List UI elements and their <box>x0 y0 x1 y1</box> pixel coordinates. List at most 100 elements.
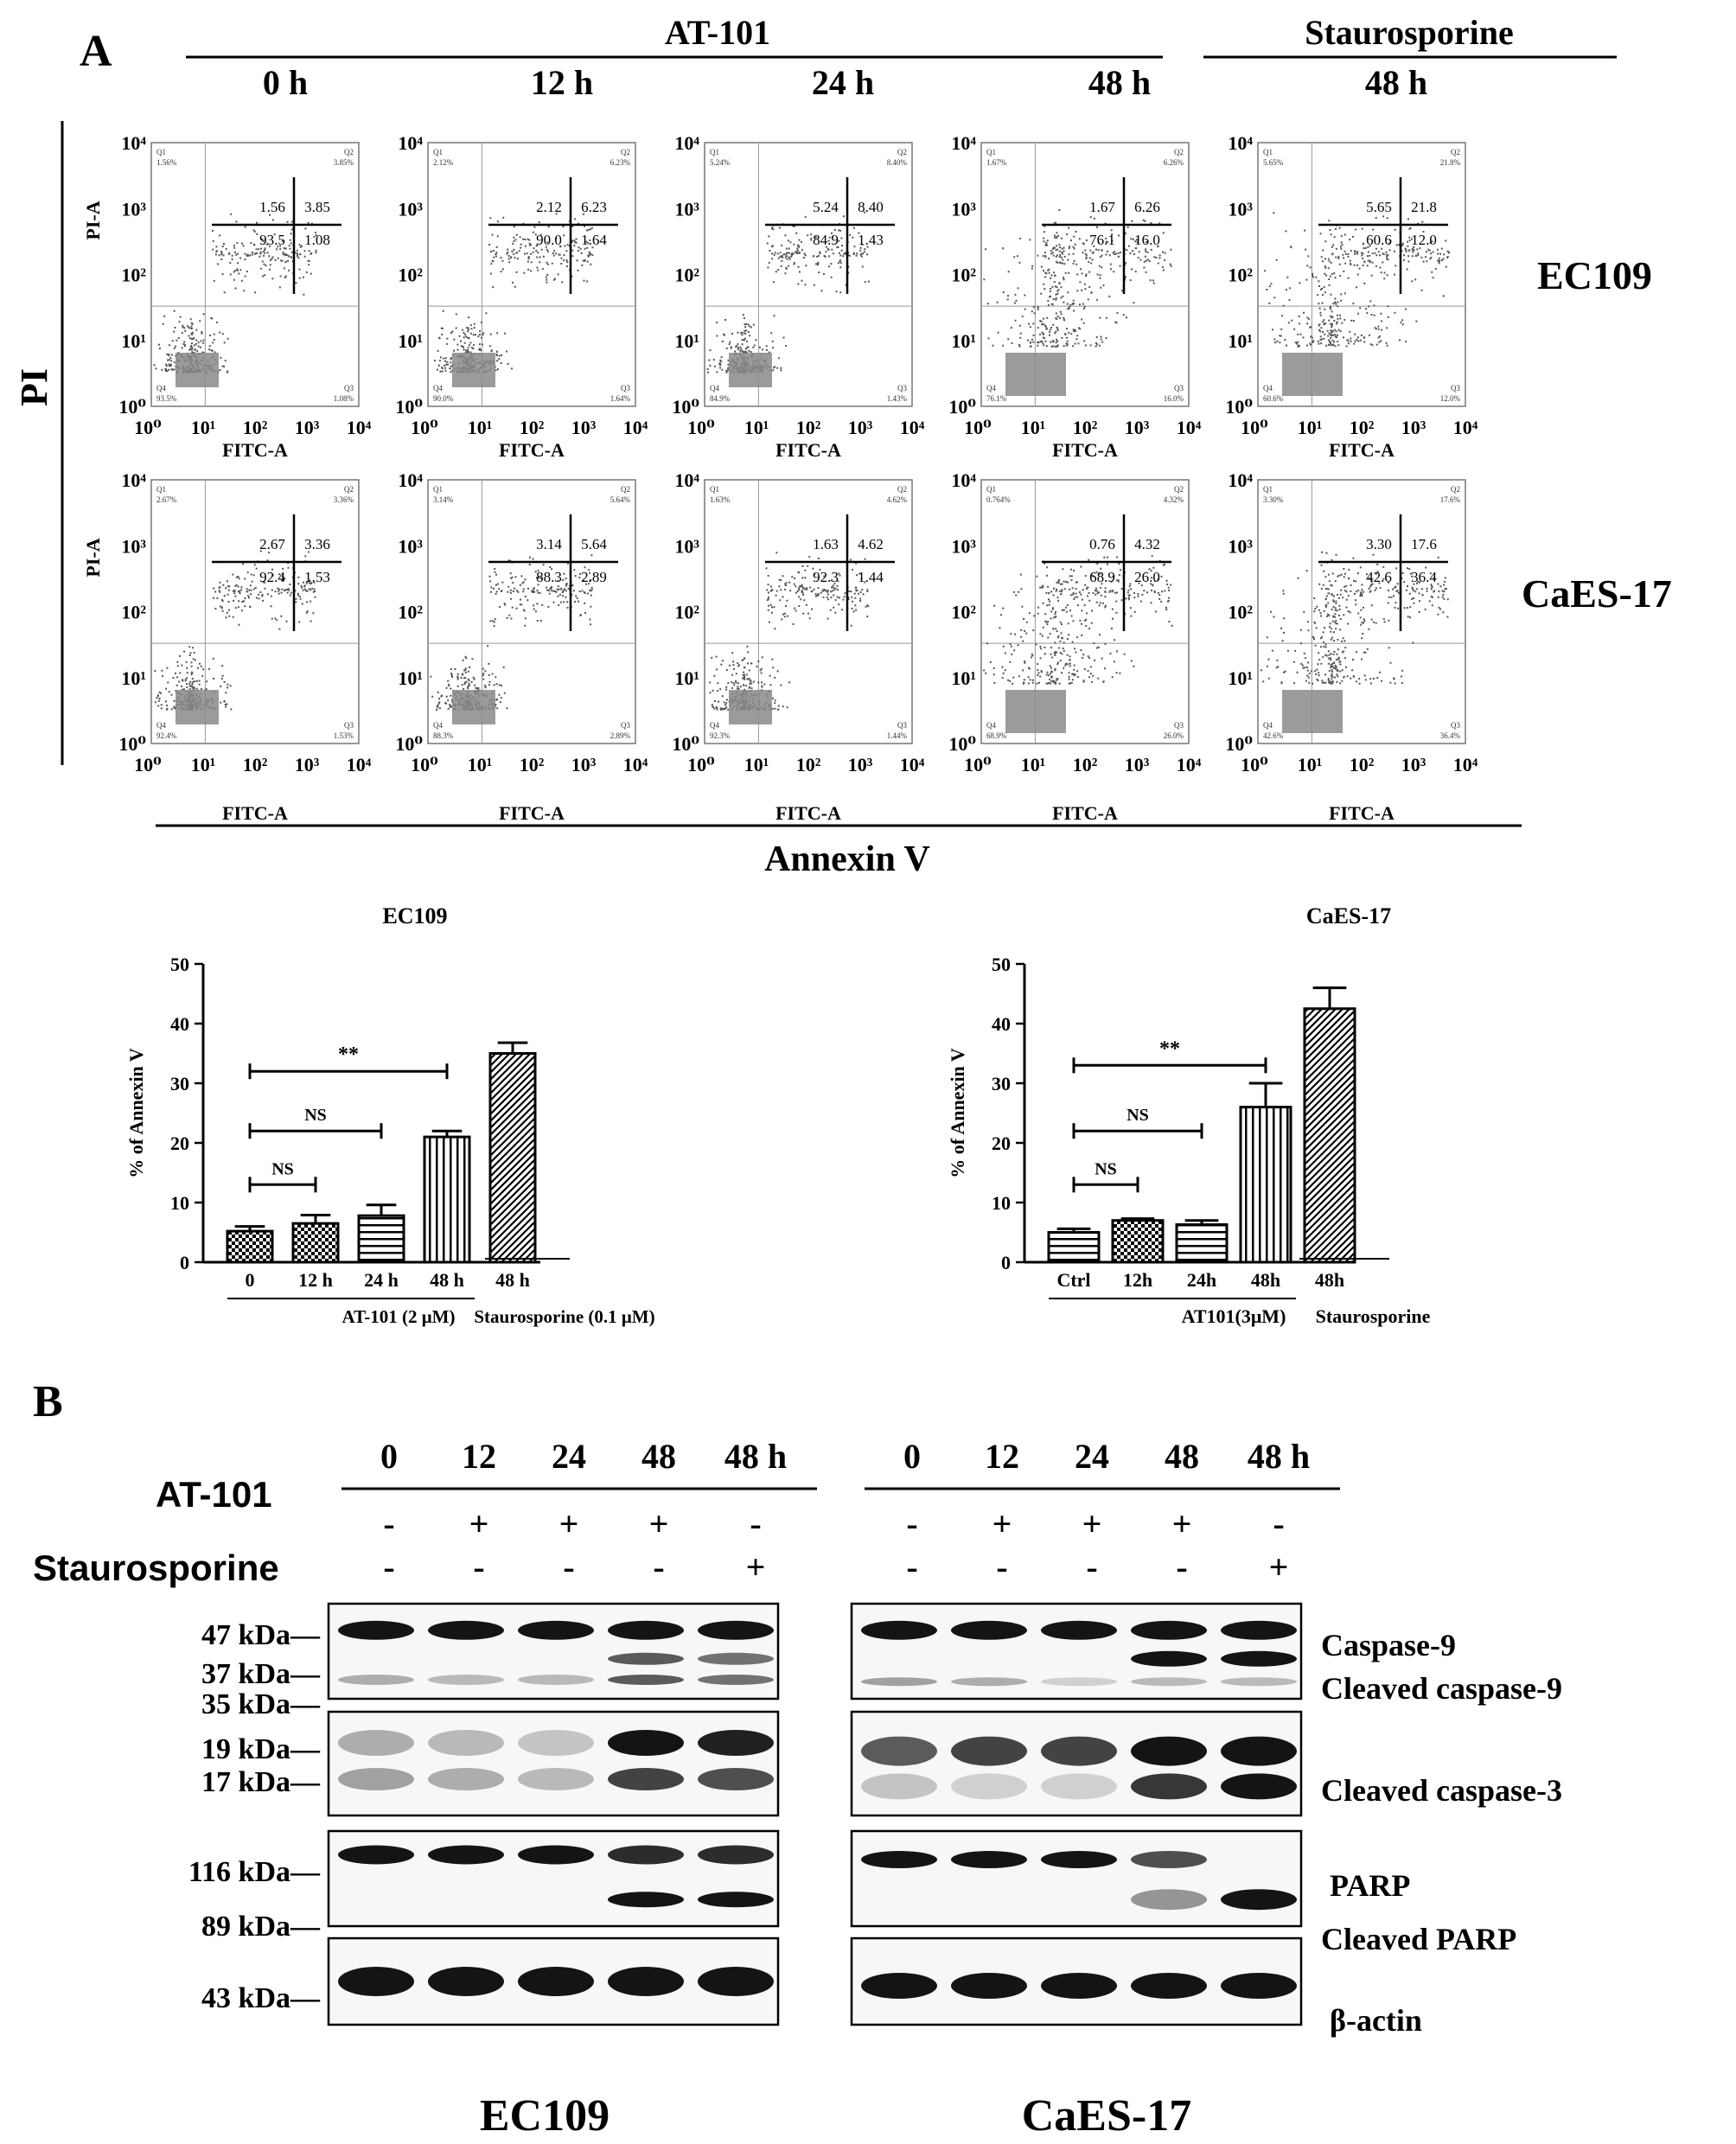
blot-band <box>1041 1736 1117 1766</box>
bar-category-label: Ctrl <box>1056 1269 1090 1291</box>
blot-band <box>338 1967 414 1996</box>
flow-plot: 1.56 3.85 93.5 1.08 Q1 1.56% Q2 3.85% Q4 93.5% Q3 1… <box>82 132 372 461</box>
corner-name-q4: Q4 <box>156 384 166 392</box>
bar <box>1303 1007 1356 1264</box>
protein-label-caspase9: Caspase-9 <box>1321 1628 1457 1662</box>
bar-category-label: 12 h <box>298 1269 333 1291</box>
x-decade-tick: 10⁴ <box>900 417 925 438</box>
flow-plot-frame <box>980 142 1190 407</box>
lane-time-label: 48 <box>641 1437 676 1476</box>
y-decade-tick: 10² <box>1228 602 1253 623</box>
blot-band <box>518 1620 594 1640</box>
corner-name-q4: Q4 <box>710 384 719 392</box>
significance-label: NS <box>1095 1159 1117 1178</box>
y-decade-tick: 10⁴ <box>398 469 423 491</box>
corner-name-q2: Q2 <box>621 485 630 494</box>
y-decade-tick: 10² <box>674 602 699 623</box>
x-decade-tick: 10⁴ <box>623 754 648 775</box>
blot-band <box>608 1845 684 1865</box>
corner-name-q3: Q3 <box>621 384 630 392</box>
blot-band <box>1041 1620 1117 1640</box>
corner-pct-q2: 4.32% <box>1164 495 1184 504</box>
flow-x-axis-label: FITC-A <box>222 439 288 461</box>
quadrant-value-q2: 6.23 <box>581 199 607 215</box>
x-decade-tick: 10² <box>243 754 268 775</box>
quadrant-value-q3: 2.89 <box>581 569 607 585</box>
blot-band <box>1131 1650 1207 1667</box>
x-decade-tick: 10³ <box>295 754 320 775</box>
staurosporine-sign: - <box>383 1547 394 1586</box>
x-decade-tick: 10¹ <box>191 754 216 775</box>
y-decade-tick: 10³ <box>951 535 976 557</box>
quadrant-value-q2: 17.6 <box>1411 536 1437 552</box>
bar-y-tick-label: 50 <box>170 954 189 975</box>
y-decade-tick: 10³ <box>951 198 976 220</box>
bar-y-tick-label: 20 <box>992 1133 1011 1154</box>
corner-pct-q1: 5.24% <box>710 158 731 167</box>
corner-pct-q4: 93.5% <box>156 394 177 403</box>
x-decade-tick: 10¹ <box>1298 417 1323 438</box>
blot-band <box>698 1652 774 1665</box>
staurosporine-sign: - <box>1176 1547 1187 1586</box>
y-decade-tick: 10³ <box>1228 535 1253 557</box>
blot-band <box>861 1973 937 1999</box>
x-decade-tick: 10¹ <box>1298 754 1323 775</box>
x-decade-tick: 10⁰ <box>411 417 438 438</box>
staurosporine-sign: - <box>1086 1547 1097 1586</box>
flow-x-axis-label: FITC-A <box>775 439 841 461</box>
x-decade-tick: 10³ <box>848 417 873 438</box>
group-label-treatment: AT101(3μM) <box>1182 1305 1286 1327</box>
blot-strip <box>850 1602 1303 1701</box>
group-label-stauro: Staurosporine (0.1 μM) <box>474 1306 654 1327</box>
flow-y-axis-label: PI-A <box>82 538 104 577</box>
bar-category-label: 0 <box>246 1269 255 1291</box>
timepoint-0h: 0 h <box>262 63 309 102</box>
blot-band <box>698 1768 774 1790</box>
y-decade-tick: 10¹ <box>398 330 423 352</box>
mw-marker: 35 kDa— <box>201 1688 321 1720</box>
quadrant-value-q3: 1.08 <box>304 232 330 248</box>
x-decade-tick: 10⁴ <box>1453 417 1478 438</box>
bar-category-label: 48h <box>1251 1269 1280 1291</box>
blot-band <box>608 1675 684 1685</box>
bar-y-tick-label: 40 <box>992 1013 1011 1035</box>
treatment-label-staurosporine: Staurosporine <box>33 1547 279 1588</box>
flow-dense-cluster <box>452 690 495 724</box>
corner-name-q3: Q3 <box>1451 384 1460 392</box>
y-decade-tick: 10⁰ <box>118 733 146 755</box>
corner-pct-q3: 1.08% <box>334 394 354 403</box>
blot-band <box>951 1677 1027 1687</box>
corner-pct-q2: 17.6% <box>1440 495 1461 504</box>
corner-pct-q3: 16.0% <box>1164 394 1184 403</box>
y-decade-tick: 10⁰ <box>395 396 423 418</box>
y-decade-tick: 10⁴ <box>674 132 699 154</box>
staurosporine-sign: + <box>746 1547 766 1586</box>
blot-band <box>608 1652 684 1665</box>
flow-x-axis-label: FITC-A <box>222 802 288 824</box>
blot-band <box>608 1768 684 1790</box>
group-label-treatment: AT-101 (2 μM) <box>342 1306 456 1327</box>
quadrant-value-q1: 3.30 <box>1366 536 1392 552</box>
corner-pct-q4: 92.4% <box>156 731 177 740</box>
corner-pct-q2: 3.85% <box>334 158 354 167</box>
corner-pct-q3: 2.89% <box>610 731 631 740</box>
flow-dense-cluster <box>176 353 219 387</box>
significance-label: ** <box>1159 1037 1180 1060</box>
blot-band <box>338 1768 414 1790</box>
blot-band <box>861 1851 937 1868</box>
bar-category-label: 12h <box>1123 1269 1152 1291</box>
lane-time-label: 12 <box>462 1437 496 1476</box>
corner-name-q3: Q3 <box>344 384 354 392</box>
blot-band <box>951 1851 1027 1868</box>
quadrant-value-q3: 1.43 <box>858 232 884 248</box>
protein-label-cleaved-caspase3: Cleaved caspase-3 <box>1321 1773 1562 1808</box>
blot-band <box>608 1730 684 1756</box>
quadrant-value-q1: 1.67 <box>1089 199 1115 215</box>
bar-category-label: 48 h <box>495 1269 530 1291</box>
x-decade-tick: 10⁰ <box>964 754 992 775</box>
blot-band <box>1131 1620 1207 1640</box>
corner-pct-q1: 2.67% <box>156 495 177 504</box>
corner-name-q2: Q2 <box>344 148 354 156</box>
y-decade-tick: 10⁴ <box>121 132 146 154</box>
